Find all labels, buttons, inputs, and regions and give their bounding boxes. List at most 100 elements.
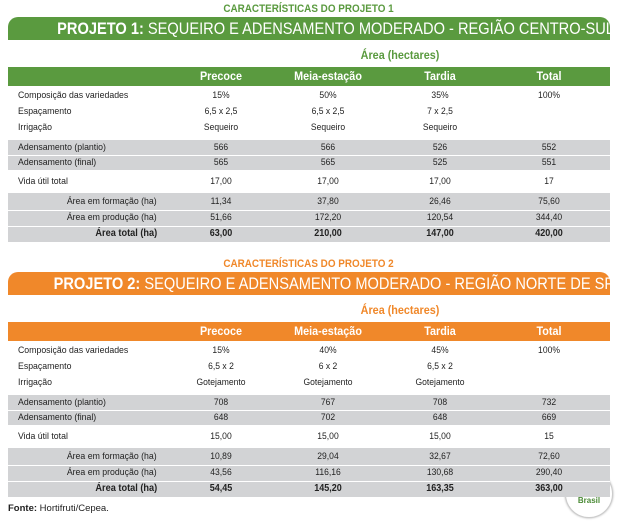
- row-value: 648: [432, 412, 448, 423]
- project-number: PROJETO 1:: [57, 19, 144, 38]
- row-value: 566: [320, 142, 336, 153]
- row-label: Área em produção (ha): [67, 467, 157, 478]
- row-value: 37,80: [317, 196, 339, 207]
- table-row: Área em produção (ha) 43,56 116,16 130,68 29…: [8, 465, 610, 481]
- section-title: CARACTERÍSTICAS DO PROJETO 1: [223, 3, 394, 15]
- table-row: Área em formação (ha) 10,89 29,04 32,67 72,6…: [8, 448, 610, 465]
- row-value: 290,40: [535, 467, 563, 478]
- row-value: 702: [320, 412, 336, 423]
- table-header: Precoce Meia-estação Tardia Total: [8, 322, 610, 341]
- row-value: 75,60: [538, 196, 560, 207]
- row-divider: [8, 481, 610, 482]
- row-divider: [8, 465, 610, 466]
- row-value: 767: [320, 397, 336, 408]
- row-divider: [8, 210, 610, 211]
- row-value: 6 x 2: [318, 361, 338, 372]
- row-value: 40%: [319, 345, 337, 356]
- row-value: 32,67: [429, 451, 451, 462]
- row-label: Adensamento (final): [18, 412, 97, 423]
- project-description: SEQUEIRO E ADENSAMENTO MODERADO - REGIÃO…: [143, 19, 617, 38]
- row-value: 15%: [212, 345, 230, 356]
- row-value: 147,00: [426, 228, 454, 239]
- row-label: Área em formação (ha): [67, 451, 157, 462]
- project-description: SEQUEIRO E ADENSAMENTO MODERADO - REGIÃO…: [140, 274, 615, 293]
- row-value: 26,46: [429, 196, 451, 207]
- row-label: Composição das variedades: [18, 345, 129, 356]
- column-header: Meia-estação: [294, 69, 362, 83]
- row-value: 100%: [538, 345, 560, 356]
- project-title-band: PROJETO 2: SEQUEIRO E ADENSAMENTO MODERA…: [8, 272, 614, 295]
- row-value: 17: [544, 176, 554, 187]
- row-value: 565: [320, 157, 336, 168]
- row-value: 566: [213, 142, 229, 153]
- column-header: Precoce: [199, 69, 243, 83]
- column-header: Tardia: [424, 324, 456, 338]
- row-label: Espaçamento: [18, 361, 72, 372]
- table-row: Vida útil total 15,00 15,00 15,00 15: [8, 428, 610, 446]
- row-label: Espaçamento: [18, 106, 72, 117]
- column-header: Total: [536, 324, 562, 338]
- row-value: 525: [432, 157, 448, 168]
- row-value: 6,5 x 2: [427, 361, 453, 372]
- row-value: 363,00: [535, 483, 563, 494]
- row-label: Irrigação: [18, 122, 53, 133]
- row-label: Adensamento (plantio): [18, 397, 106, 408]
- row-label: Vida útil total: [18, 176, 68, 187]
- row-value: 708: [213, 397, 229, 408]
- row-value: 163,35: [426, 483, 454, 494]
- table-row: Adensamento (plantio) 566 566 526 552: [8, 140, 610, 155]
- table-row: Espaçamento 6,5 x 2,5 6,5 x 2,5 7 x 2,5: [8, 104, 610, 120]
- row-divider: [8, 155, 610, 156]
- row-value: 420,00: [535, 228, 563, 239]
- row-value: 551: [541, 157, 557, 168]
- table-row: Composição das variedades 15% 40% 45% 100%: [8, 343, 610, 359]
- column-header: Precoce: [199, 324, 243, 338]
- row-value: 6,5 x 2: [208, 361, 234, 372]
- row-value: 145,20: [314, 483, 342, 494]
- row-label: Irrigação: [18, 377, 53, 388]
- row-divider: [8, 226, 610, 227]
- row-value: Sequeiro: [422, 122, 458, 133]
- row-label: Vida útil total: [18, 431, 68, 442]
- row-value: 526: [432, 142, 448, 153]
- row-value: 15,00: [210, 431, 232, 442]
- table-row: Adensamento (final) 648 702 648 669: [8, 410, 610, 425]
- row-value: 63,00: [209, 228, 233, 239]
- area-label: Área (hectares): [360, 303, 440, 317]
- row-value: 54,45: [209, 483, 233, 494]
- row-value: Gotejamento: [415, 377, 465, 388]
- table-row: Área em produção (ha) 51,66 172,20 120,54 34…: [8, 210, 610, 226]
- row-value: 210,00: [314, 228, 342, 239]
- table-row: Adensamento (plantio) 708 767 708 732: [8, 395, 610, 410]
- row-value: 120,54: [426, 212, 454, 223]
- column-header: Meia-estação: [294, 324, 362, 338]
- row-value: 552: [541, 142, 557, 153]
- row-value: 130,68: [426, 467, 454, 478]
- row-label: Composição das variedades: [18, 90, 129, 101]
- row-value: 72,60: [538, 451, 560, 462]
- row-label: Área total (ha): [95, 228, 157, 239]
- row-value: Sequeiro: [203, 122, 239, 133]
- row-value: Sequeiro: [310, 122, 346, 133]
- table-row: Espaçamento 6,5 x 2 6 x 2 6,5 x 2: [8, 359, 610, 375]
- row-value: 6,5 x 2,5: [204, 106, 238, 117]
- row-label: Área em formação (ha): [67, 196, 157, 207]
- table-row: Área total (ha) 54,45 145,20 163,35 363,00: [8, 481, 610, 497]
- row-value: 15,00: [317, 431, 339, 442]
- row-label: Adensamento (final): [18, 157, 97, 168]
- table-row: Irrigação Gotejamento Gotejamento Gotejamen…: [8, 375, 610, 391]
- row-value: 11,34: [210, 196, 232, 207]
- column-header: Tardia: [424, 69, 456, 83]
- row-value: 669: [541, 412, 557, 423]
- row-value: 565: [213, 157, 229, 168]
- row-value: 17,00: [210, 176, 232, 187]
- row-value: 43,56: [210, 467, 232, 478]
- row-value: 51,66: [210, 212, 232, 223]
- row-value: 116,16: [315, 467, 341, 478]
- table-row: Composição das variedades 15% 50% 35% 100%: [8, 88, 610, 104]
- row-value: 732: [541, 397, 557, 408]
- row-value: 50%: [319, 90, 337, 101]
- row-label: Área total (ha): [95, 483, 157, 494]
- row-value: 35%: [431, 90, 449, 101]
